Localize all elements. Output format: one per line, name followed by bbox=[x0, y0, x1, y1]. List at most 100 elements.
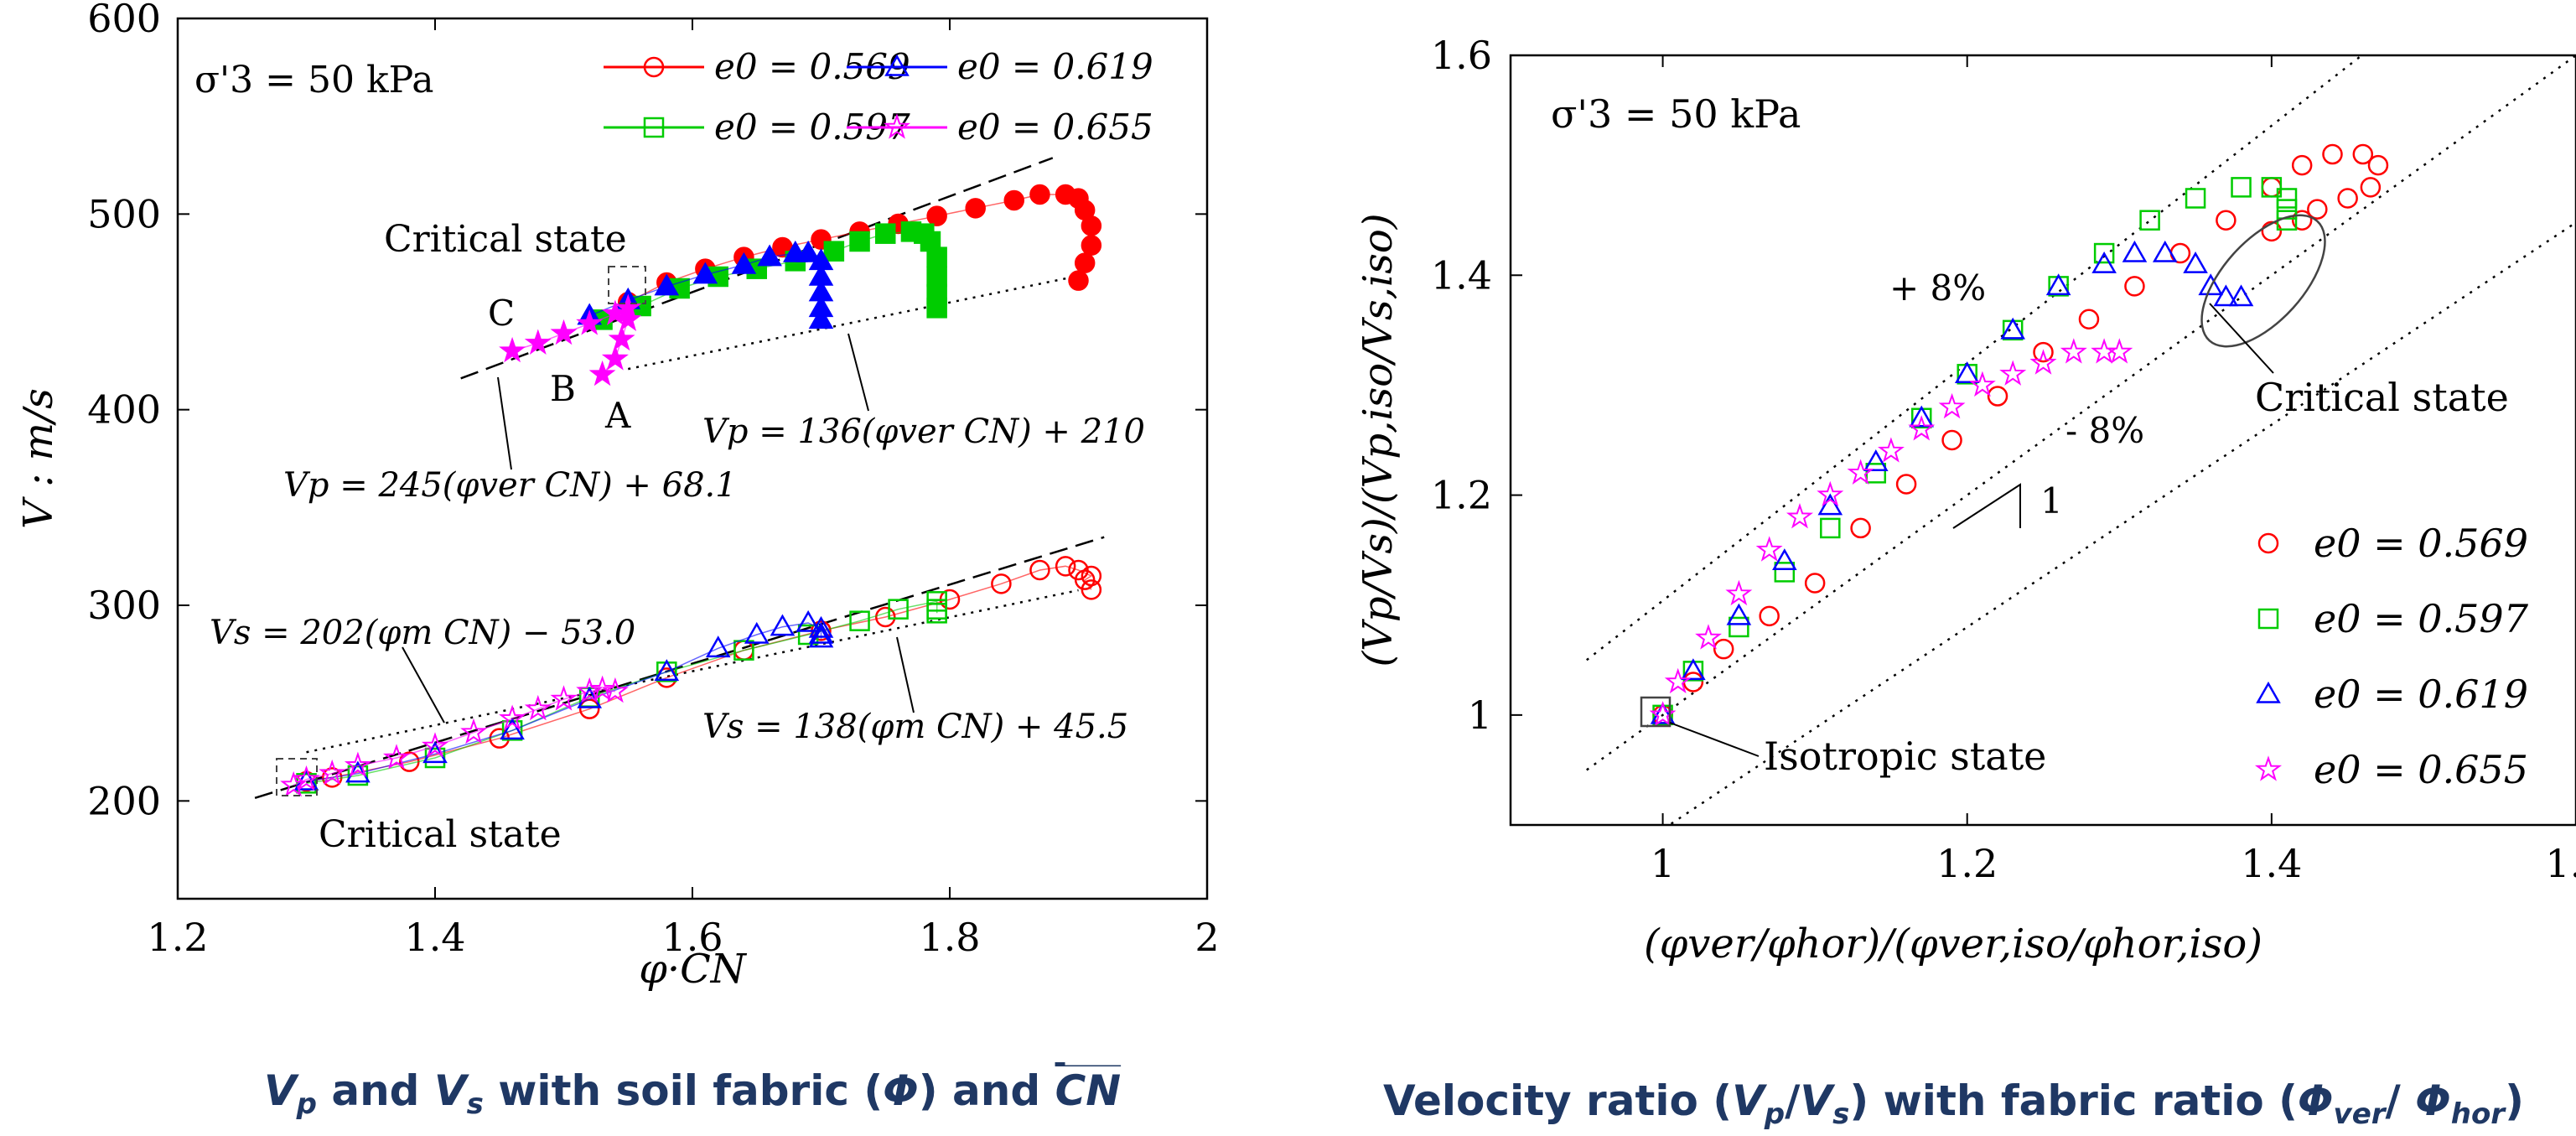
right-x-tick-label: 1.2 bbox=[1936, 841, 1998, 886]
left-data-point bbox=[550, 685, 578, 711]
right-axis-ticks: 1 1.2 1.4 1.6 1 1.2 1.4 1.6 bbox=[1431, 33, 2576, 886]
right-data-point bbox=[1938, 392, 1966, 419]
right-data-point bbox=[1865, 463, 1887, 484]
left-data-point bbox=[601, 677, 629, 703]
left-data-point bbox=[875, 223, 896, 244]
left-point-A: A bbox=[604, 395, 631, 436]
right-data-point bbox=[2228, 284, 2254, 307]
right-legend-marker bbox=[2254, 755, 2283, 781]
left-leader-vs-lower bbox=[896, 636, 915, 713]
right-y-tick-label: 1.6 bbox=[1431, 33, 1492, 78]
left-data-point bbox=[757, 244, 782, 267]
left-data-point bbox=[991, 573, 1012, 594]
left-legend-marker bbox=[883, 113, 911, 139]
right-caption-phiver-sub: ver bbox=[2334, 1097, 2387, 1131]
left-legend-label: e0 = 0.619 bbox=[957, 46, 1153, 87]
right-data-point bbox=[1817, 480, 1844, 507]
left-data-point bbox=[926, 603, 947, 624]
left-axis-ticks: 1.2 1.4 1.6 1.8 2 200 300 400 500 600 bbox=[87, 0, 1219, 960]
left-data-point bbox=[499, 336, 526, 363]
left-data-point bbox=[808, 615, 834, 638]
right-data-points bbox=[1649, 143, 2389, 727]
left-series-line bbox=[306, 600, 938, 785]
right-data-point bbox=[2093, 242, 2115, 264]
right-data-point bbox=[2276, 199, 2298, 220]
right-caption: Velocity ratio (Vp/Vs) with fabric ratio… bbox=[1383, 1076, 2524, 1131]
right-data-point bbox=[1909, 405, 1935, 428]
right-minus8-label: - 8% bbox=[2065, 410, 2144, 451]
left-data-point bbox=[808, 625, 834, 648]
left-plot-frame bbox=[176, 17, 1209, 900]
right-data-point bbox=[1682, 672, 1704, 692]
left-data-point bbox=[1055, 556, 1076, 577]
right-data-point bbox=[1713, 638, 1734, 660]
right-data-point bbox=[1968, 371, 1996, 397]
right-data-point bbox=[2352, 143, 2374, 165]
left-leader-vs-upper bbox=[402, 646, 445, 724]
right-data-point bbox=[1820, 517, 1841, 539]
right-data-point bbox=[1877, 437, 1905, 463]
right-legend-label: e0 = 0.597 bbox=[2314, 596, 2529, 641]
right-legend-label: e0 = 0.655 bbox=[2314, 747, 2528, 792]
right-critical-state-label: Critical state bbox=[2255, 375, 2509, 420]
left-fit-line bbox=[254, 536, 1105, 799]
right-series bbox=[1652, 143, 2389, 726]
right-data-point bbox=[1725, 579, 1753, 606]
right-caption-slash-2: / bbox=[2386, 1076, 2416, 1125]
right-data-point bbox=[1817, 493, 1843, 516]
left-data-point bbox=[1081, 235, 1102, 256]
left-data-point bbox=[692, 262, 718, 284]
left-confining-label: σ'3 = 50 kPa bbox=[194, 59, 433, 101]
left-critical-state-top: Critical state bbox=[384, 218, 627, 261]
right-data-point bbox=[2367, 154, 2389, 176]
right-data-point bbox=[2045, 273, 2071, 296]
left-legend-marker bbox=[643, 117, 665, 138]
left-data-point bbox=[654, 273, 680, 296]
right-slope-triangle bbox=[1952, 483, 2021, 529]
right-legend: e0 = 0.569 e0 = 0.597 e0 = 0.619 e0 = 0.655 bbox=[2254, 521, 2529, 792]
right-data-point bbox=[1726, 603, 1752, 625]
left-data-point bbox=[654, 659, 680, 682]
left-data-point bbox=[608, 324, 635, 351]
right-x-tick-label: 1 bbox=[1651, 841, 1675, 886]
right-isotropic-box bbox=[1640, 696, 1672, 728]
left-data-point bbox=[1081, 215, 1102, 236]
left-leader-vp-upper bbox=[497, 376, 512, 470]
left-x-tick-label: 1.4 bbox=[404, 915, 465, 960]
right-data-point bbox=[2291, 154, 2313, 176]
left-data-point bbox=[1074, 252, 1096, 273]
right-data-point bbox=[2291, 210, 2313, 231]
left-data-point bbox=[344, 751, 371, 777]
right-data-point bbox=[1772, 548, 1797, 570]
left-y-tick-label: 300 bbox=[87, 583, 161, 628]
right-guide-lines bbox=[1586, 55, 2576, 825]
left-data-point bbox=[926, 246, 947, 267]
right-data-point bbox=[2213, 284, 2239, 307]
right-data-point bbox=[1847, 459, 1874, 485]
left-series-line bbox=[293, 688, 616, 786]
left-data-point bbox=[550, 319, 578, 345]
right-data-point bbox=[2091, 252, 2117, 273]
left-data-point bbox=[875, 606, 896, 628]
left-data-point bbox=[733, 640, 754, 661]
left-fit-line bbox=[460, 157, 1054, 380]
right-data-point bbox=[1987, 386, 2008, 407]
right-data-point bbox=[1941, 429, 1962, 451]
left-y-tick-label: 400 bbox=[87, 387, 161, 433]
left-data-point bbox=[588, 360, 616, 386]
left-data-point bbox=[421, 732, 449, 758]
right-data-point bbox=[1895, 474, 1917, 495]
right-caption-phihor-sub: hor bbox=[2451, 1097, 2507, 1131]
left-series bbox=[499, 293, 642, 386]
right-series bbox=[1649, 338, 2133, 727]
left-data-point bbox=[1081, 579, 1102, 600]
left-legend-marker bbox=[884, 54, 910, 76]
left-data-point bbox=[808, 307, 834, 329]
right-data-point bbox=[2078, 309, 2100, 329]
left-data-point bbox=[1003, 189, 1024, 211]
left-data-point bbox=[614, 305, 642, 331]
right-data-point bbox=[1729, 616, 1749, 638]
right-caption-vp-sub: p bbox=[1764, 1097, 1785, 1131]
right-critical-ellipse bbox=[2200, 214, 2326, 348]
